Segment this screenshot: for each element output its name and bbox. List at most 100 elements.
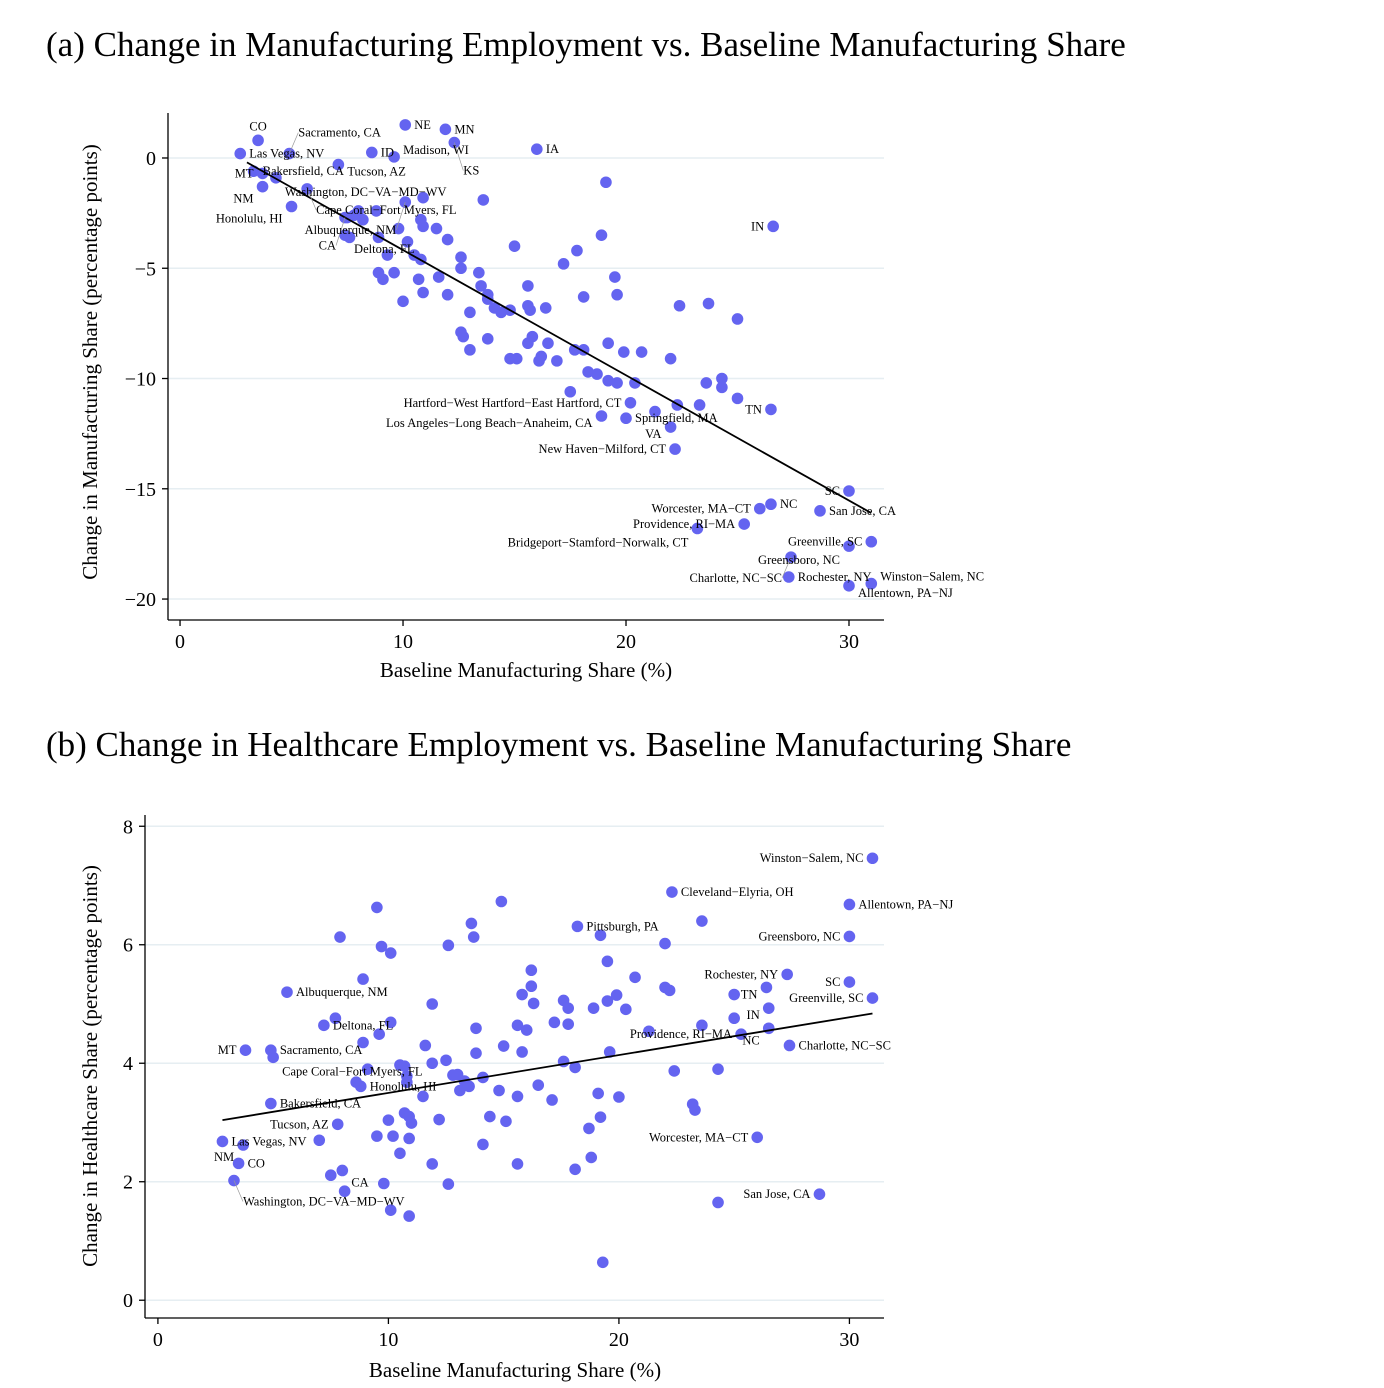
data-point <box>511 1019 524 1032</box>
labeled-data-point <box>843 898 856 911</box>
chart-b-title: (b) Change in Healthcare Employment vs. … <box>46 725 1071 764</box>
data-point <box>401 235 414 248</box>
data-point <box>464 306 476 319</box>
data-point <box>384 1016 397 1029</box>
data-point <box>569 1061 581 1074</box>
x-tick-label: 20 <box>609 1329 629 1351</box>
data-point <box>392 222 405 235</box>
point-label: MT <box>235 166 254 180</box>
labeled-data-point <box>318 1019 330 1032</box>
y-tick-label: −20 <box>125 589 156 611</box>
data-point <box>712 1196 724 1209</box>
data-point <box>702 297 715 310</box>
data-point <box>467 931 480 943</box>
point-label: Springfield, MA <box>635 411 718 425</box>
chart-a-xlabel: Baseline Manufacturing Share (%) <box>380 658 672 682</box>
data-point <box>470 1047 482 1059</box>
data-point <box>583 1122 595 1135</box>
data-point <box>609 271 621 283</box>
data-point <box>361 1063 374 1075</box>
chart-b-ylabel: Change in Healthcare Share (percentage p… <box>78 865 102 1267</box>
data-point <box>455 251 467 264</box>
labeled-data-point <box>331 1118 344 1131</box>
data-point <box>378 1177 390 1190</box>
data-point <box>433 1113 445 1126</box>
labeled-data-point <box>664 421 677 433</box>
data-point <box>455 262 467 275</box>
data-point <box>516 988 528 1001</box>
point-label: Sacramento, CA <box>280 1043 363 1057</box>
labeled-data-point <box>781 968 793 981</box>
data-point <box>539 302 552 314</box>
data-point <box>551 355 563 367</box>
point-label: Tucson, AZ <box>347 165 406 179</box>
data-point <box>384 1204 397 1216</box>
data-point <box>610 989 623 1001</box>
point-label: San Jose, CA <box>829 504 896 518</box>
labeled-data-point <box>843 930 856 943</box>
point-label: CO <box>248 1156 265 1170</box>
data-point <box>442 1178 455 1190</box>
data-point <box>617 346 630 358</box>
data-point <box>548 1016 561 1029</box>
data-point <box>382 1114 395 1126</box>
data-point <box>373 1028 385 1041</box>
data-point <box>381 249 394 261</box>
labeled-data-point <box>669 443 681 455</box>
label-leader-line <box>395 201 406 231</box>
point-label: Winston−Salem, NC <box>880 570 984 584</box>
data-point <box>357 973 369 985</box>
labeled-data-point <box>753 502 766 515</box>
labeled-data-point <box>813 1188 826 1200</box>
data-point <box>426 998 439 1010</box>
data-point <box>442 939 455 952</box>
point-label: Providence, RI−MA <box>633 517 735 531</box>
point-label: TN <box>741 987 758 1001</box>
data-point <box>562 1018 575 1030</box>
point-label: Worcester, MA−CT <box>652 502 752 516</box>
data-point <box>629 971 641 984</box>
data-point <box>582 366 594 378</box>
label-leader-line <box>306 188 317 211</box>
data-point <box>477 194 490 206</box>
data-point <box>542 337 554 350</box>
point-label: Cape Coral−Fort Myers, FL <box>282 1064 422 1078</box>
labeled-data-point <box>782 571 795 583</box>
data-point <box>601 995 614 1007</box>
point-label: San Jose, CA <box>743 1187 810 1201</box>
data-point <box>375 940 388 953</box>
data-point <box>426 1158 439 1170</box>
data-point <box>371 1130 383 1142</box>
data-point <box>527 997 540 1010</box>
point-label: Cape Coral−Fort Myers, FL <box>316 203 456 217</box>
data-point <box>497 1040 510 1052</box>
data-point <box>457 330 470 343</box>
data-point <box>557 258 570 270</box>
data-point <box>613 1091 625 1103</box>
data-point <box>394 1147 406 1160</box>
point-label: Bridgeport−Stamford−Norwalk, CT <box>508 535 689 549</box>
data-point <box>546 1094 558 1106</box>
point-label: CA <box>351 1175 368 1189</box>
data-point <box>511 1158 524 1170</box>
data-point <box>532 1079 545 1091</box>
data-point <box>569 1163 581 1176</box>
labeled-data-point <box>256 180 269 193</box>
data-point <box>601 955 614 968</box>
data-point <box>357 213 369 226</box>
labeled-data-point <box>865 577 878 590</box>
data-point <box>594 929 607 942</box>
point-label: KS <box>463 164 479 178</box>
labeled-data-point <box>439 123 452 136</box>
data-point <box>464 344 476 356</box>
labeled-data-point <box>366 146 378 159</box>
labeled-data-point <box>843 540 855 552</box>
point-label: NC <box>742 1033 759 1047</box>
point-label: New Haven−Milford, CT <box>539 442 667 456</box>
y-tick-label: −10 <box>125 369 156 391</box>
data-point <box>338 1185 351 1198</box>
point-label: Cleveland−Elyria, OH <box>681 885 794 899</box>
data-point <box>585 1151 598 1164</box>
data-point <box>430 222 443 235</box>
leader-lines <box>288 132 792 579</box>
